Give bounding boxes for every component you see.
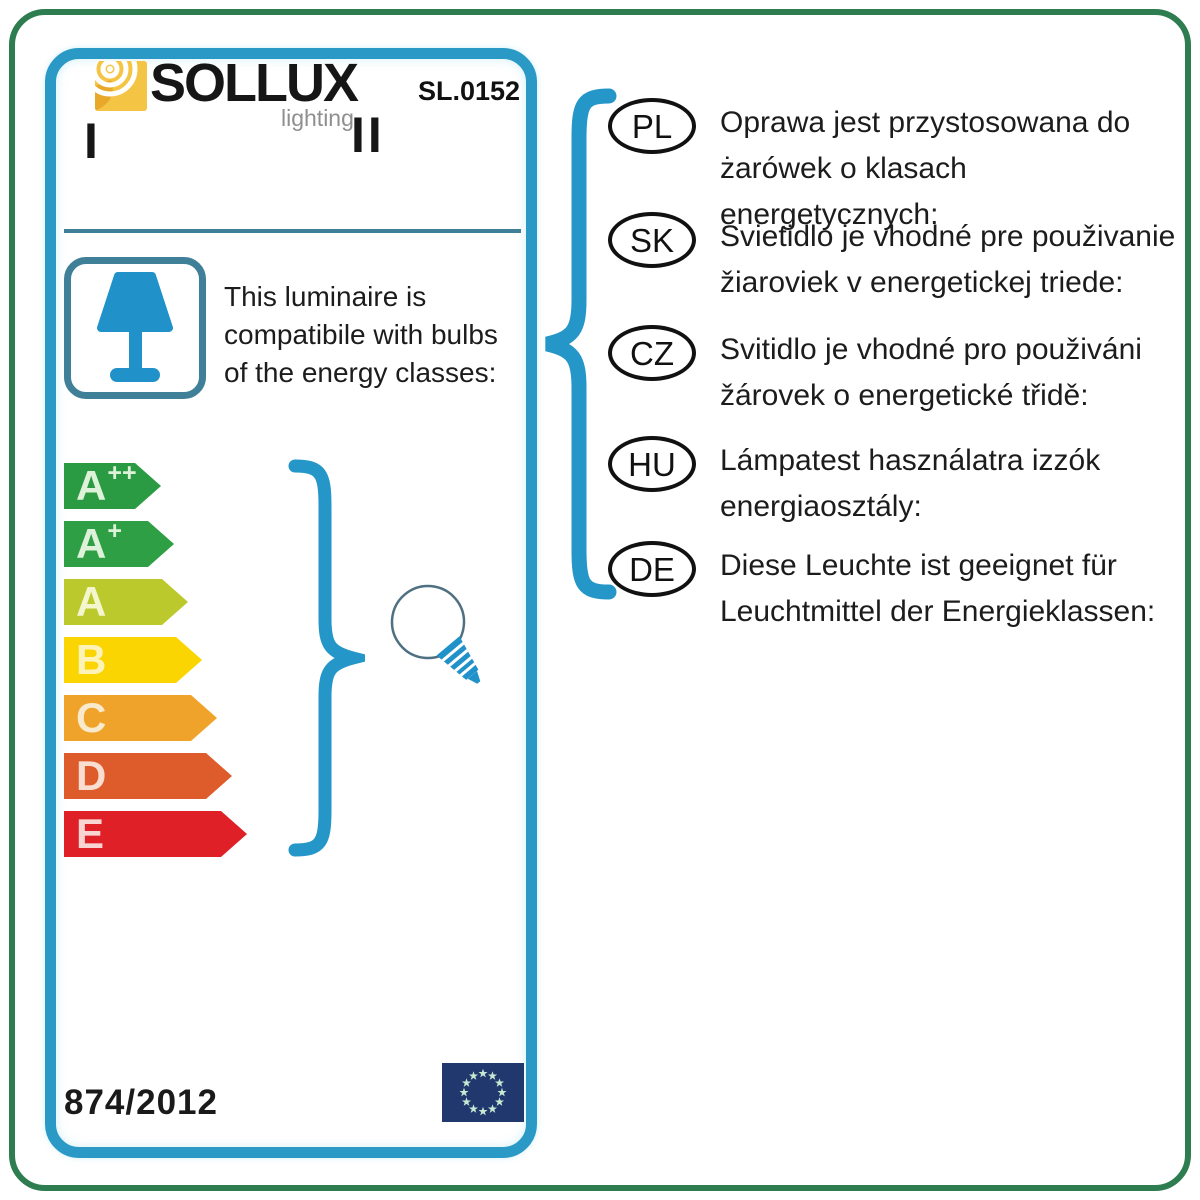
- translation-hu-line-1: Lámpatest használatra izzók: [720, 444, 1101, 477]
- energy-row-e: E: [64, 811, 247, 857]
- energy-arrow: [64, 695, 217, 741]
- energy-row-d: D: [64, 753, 247, 799]
- energy-row-b: B: [64, 637, 247, 683]
- translation-hu-line-2: energiaosztály:: [720, 490, 922, 523]
- translation-pl-line-2: żarówek o klasach energetycznych:: [720, 152, 967, 231]
- translation-de: DE Diese Leuchte ist geeignet für Leucht…: [608, 541, 1168, 637]
- class-letter: A: [76, 578, 107, 625]
- energy-row-c: C: [64, 695, 247, 741]
- tally-mark-right: II: [351, 107, 385, 163]
- translation-sk-line-1: Svietidlo je vhodné pre použivanie: [720, 220, 1176, 253]
- translation-hu: HU Lámpatest használatra izzók energiaos…: [608, 436, 1168, 532]
- energy-row-a-plus-plus: A++: [64, 461, 247, 509]
- label-card: [45, 48, 537, 1158]
- lang-badge-de: DE: [608, 541, 696, 597]
- brand-tagline: lighting: [281, 105, 354, 131]
- translation-de-line-1: Diese Leuchte ist geeignet für: [720, 549, 1117, 582]
- eu-flag-icon: [442, 1063, 524, 1122]
- translation-sk-line-2: žiaroviek v energetickej triede:: [720, 266, 1124, 299]
- statement-line-3: of the energy classes:: [224, 357, 497, 388]
- luminaire-icon-box: [64, 257, 206, 399]
- lang-badge-pl: PL: [608, 98, 696, 154]
- class-letter: B: [76, 636, 107, 683]
- class-letter: C: [76, 694, 107, 741]
- scale-brace: [283, 459, 379, 863]
- lang-badge-sk: SK: [608, 212, 696, 268]
- lang-badge-hu: HU: [608, 436, 696, 492]
- lang-badge-cz: CZ: [608, 325, 696, 381]
- class-letter: E: [76, 810, 105, 857]
- energy-arrow: [64, 753, 232, 799]
- translation-sk: SK Svietidlo je vhodné pre použivanie ži…: [608, 212, 1175, 308]
- energy-arrow: [64, 521, 174, 567]
- class-letter: A: [76, 462, 107, 509]
- energy-arrow: [64, 637, 202, 683]
- product-code: SL.0152: [418, 76, 521, 106]
- brand-name: SOLLUX: [150, 53, 359, 113]
- translation-cz-line-2: žárovek o energetické třidě:: [720, 379, 1089, 412]
- class-suffix: ++: [107, 459, 137, 487]
- statement-line-1: This luminaire is: [224, 281, 427, 312]
- translation-pl: PL Oprawa jest przystosowana do żarówek …: [608, 98, 1168, 231]
- light-bulb-icon: [375, 563, 510, 713]
- class-suffix: +: [107, 517, 122, 545]
- energy-arrow: [64, 811, 247, 857]
- regulation-number: 874/2012: [64, 1083, 218, 1122]
- statement-text: This luminaire is compatibile with bulbs…: [224, 278, 534, 392]
- tally-mark-left: I: [84, 113, 101, 169]
- class-letter: D: [76, 752, 107, 799]
- statement-line-2: compatibile with bulbs: [224, 319, 498, 350]
- energy-arrow: [64, 579, 188, 625]
- energy-arrow: [64, 463, 161, 509]
- translation-cz: CZ Svitidlo je vhodné pro použiváni žáro…: [608, 325, 1168, 421]
- translation-cz-line-1: Svitidlo je vhodné pro použiváni: [720, 333, 1142, 366]
- energy-row-a: A: [64, 579, 247, 625]
- class-letter: A: [76, 520, 107, 567]
- translation-de-line-2: Leuchtmittel der Energieklassen:: [720, 595, 1156, 628]
- outer-green-frame: [9, 9, 1191, 1191]
- table-lamp-icon: [97, 272, 173, 382]
- header-divider: [64, 229, 521, 233]
- energy-class-scale: A++ A+ A B C D E: [64, 461, 247, 869]
- translations-brace: [535, 88, 619, 605]
- translation-pl-line-1: Oprawa jest przystosowana do: [720, 106, 1131, 139]
- energy-row-a-plus: A+: [64, 519, 247, 567]
- sollux-logo-icon: [95, 61, 147, 116]
